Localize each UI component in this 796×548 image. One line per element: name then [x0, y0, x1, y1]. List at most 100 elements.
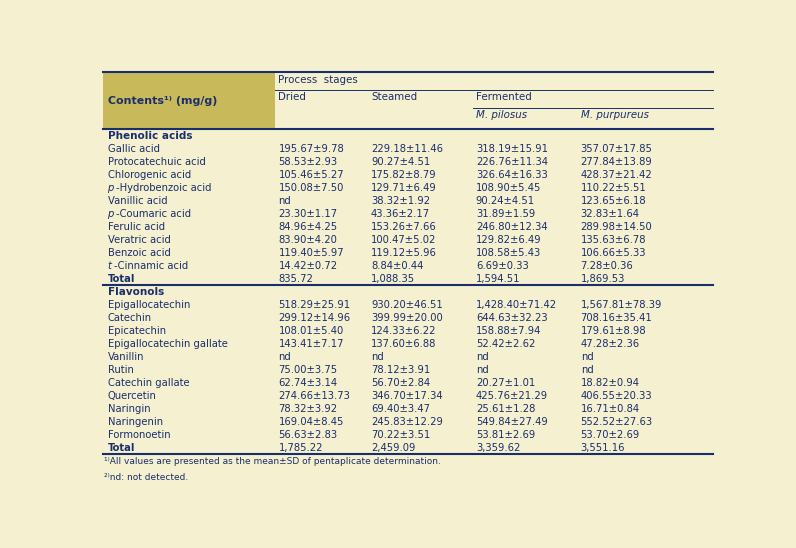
Text: 169.04±8.45: 169.04±8.45 [279, 417, 344, 427]
Text: 56.63±2.83: 56.63±2.83 [279, 430, 338, 440]
Text: 135.63±6.78: 135.63±6.78 [581, 235, 646, 245]
Text: 226.76±11.34: 226.76±11.34 [476, 157, 548, 167]
Text: 105.46±5.27: 105.46±5.27 [279, 170, 344, 180]
Text: 53.70±2.69: 53.70±2.69 [581, 430, 640, 440]
Text: 1,785.22: 1,785.22 [279, 443, 323, 453]
Text: nd: nd [581, 365, 594, 375]
Text: 43.36±2.17: 43.36±2.17 [371, 209, 430, 219]
Text: 158.88±7.94: 158.88±7.94 [476, 326, 541, 336]
Text: M. pilosus: M. pilosus [476, 110, 527, 120]
Text: 70.22±3.51: 70.22±3.51 [371, 430, 430, 440]
Text: 119.12±5.96: 119.12±5.96 [371, 248, 437, 258]
Text: ²⁾nd: not detected.: ²⁾nd: not detected. [104, 473, 189, 482]
Text: Naringin: Naringin [107, 404, 150, 414]
Text: Contents¹⁾ (mg/g): Contents¹⁾ (mg/g) [107, 95, 217, 106]
Text: Steamed: Steamed [371, 92, 417, 102]
Text: 108.58±5.43: 108.58±5.43 [476, 248, 541, 258]
Text: Chlorogenic acid: Chlorogenic acid [107, 170, 191, 180]
Text: M. purpureus: M. purpureus [581, 110, 649, 120]
Text: 14.42±0.72: 14.42±0.72 [279, 261, 338, 271]
Text: Flavonols: Flavonols [107, 287, 164, 297]
Text: 124.33±6.22: 124.33±6.22 [371, 326, 436, 336]
Text: 20.27±1.01: 20.27±1.01 [476, 378, 535, 388]
Text: Process  stages: Process stages [279, 75, 358, 85]
Text: 7.28±0.36: 7.28±0.36 [581, 261, 634, 271]
Text: 175.82±8.79: 175.82±8.79 [371, 170, 436, 180]
Text: Benzoic acid: Benzoic acid [107, 248, 170, 258]
Text: 195.67±9.78: 195.67±9.78 [279, 144, 344, 154]
Text: 90.24±4.51: 90.24±4.51 [476, 196, 535, 206]
Text: 78.12±3.91: 78.12±3.91 [371, 365, 430, 375]
Text: Veratric acid: Veratric acid [107, 235, 170, 245]
Text: 1,428.40±71.42: 1,428.40±71.42 [476, 300, 557, 310]
Text: -Cinnamic acid: -Cinnamic acid [114, 261, 188, 271]
Text: 110.22±5.51: 110.22±5.51 [581, 183, 646, 193]
Text: 552.52±27.63: 552.52±27.63 [581, 417, 653, 427]
Text: nd: nd [476, 352, 489, 362]
Text: 406.55±20.33: 406.55±20.33 [581, 391, 652, 401]
Text: 428.37±21.42: 428.37±21.42 [581, 170, 653, 180]
Text: 1,567.81±78.39: 1,567.81±78.39 [581, 300, 662, 310]
Text: 835.72: 835.72 [279, 274, 314, 284]
Text: 38.32±1.92: 38.32±1.92 [371, 196, 430, 206]
Text: Vanillin: Vanillin [107, 352, 144, 362]
Text: 179.61±8.98: 179.61±8.98 [581, 326, 646, 336]
Text: Quercetin: Quercetin [107, 391, 156, 401]
Text: 3,551.16: 3,551.16 [581, 443, 625, 453]
Text: 56.70±2.84: 56.70±2.84 [371, 378, 430, 388]
Text: 425.76±21.29: 425.76±21.29 [476, 391, 548, 401]
Text: 18.82±0.94: 18.82±0.94 [581, 378, 640, 388]
Text: Rutin: Rutin [107, 365, 134, 375]
Text: Naringenin: Naringenin [107, 417, 162, 427]
Text: Ferulic acid: Ferulic acid [107, 222, 165, 232]
Text: 274.66±13.73: 274.66±13.73 [279, 391, 350, 401]
Text: 106.66±5.33: 106.66±5.33 [581, 248, 646, 258]
Text: Vanillic acid: Vanillic acid [107, 196, 167, 206]
Text: 25.61±1.28: 25.61±1.28 [476, 404, 535, 414]
Text: Total: Total [107, 274, 135, 284]
Text: 346.70±17.34: 346.70±17.34 [371, 391, 443, 401]
Text: 8.84±0.44: 8.84±0.44 [371, 261, 423, 271]
Text: -Coumaric acid: -Coumaric acid [115, 209, 191, 219]
Text: Epigallocatechin gallate: Epigallocatechin gallate [107, 339, 228, 349]
Text: 2,459.09: 2,459.09 [371, 443, 416, 453]
Text: 100.47±5.02: 100.47±5.02 [371, 235, 436, 245]
Text: 1,088.35: 1,088.35 [371, 274, 415, 284]
Text: 32.83±1.64: 32.83±1.64 [581, 209, 640, 219]
Text: 123.65±6.18: 123.65±6.18 [581, 196, 646, 206]
Text: 549.84±27.49: 549.84±27.49 [476, 417, 548, 427]
Text: Gallic acid: Gallic acid [107, 144, 159, 154]
Text: 289.98±14.50: 289.98±14.50 [581, 222, 653, 232]
Text: ¹⁾All values are presented as the mean±SD of pentaplicate determination.: ¹⁾All values are presented as the mean±S… [104, 458, 441, 466]
Text: 644.63±32.23: 644.63±32.23 [476, 313, 548, 323]
Text: t: t [107, 261, 111, 271]
Text: 129.71±6.49: 129.71±6.49 [371, 183, 437, 193]
Text: 1,869.53: 1,869.53 [581, 274, 625, 284]
Text: 31.89±1.59: 31.89±1.59 [476, 209, 535, 219]
Text: 108.01±5.40: 108.01±5.40 [279, 326, 344, 336]
Text: 84.96±4.25: 84.96±4.25 [279, 222, 338, 232]
Text: nd: nd [476, 365, 489, 375]
Text: 150.08±7.50: 150.08±7.50 [279, 183, 344, 193]
Text: 518.29±25.91: 518.29±25.91 [279, 300, 350, 310]
Text: Formonoetin: Formonoetin [107, 430, 170, 440]
Text: 75.00±3.75: 75.00±3.75 [279, 365, 338, 375]
Text: Total: Total [107, 443, 135, 453]
Text: 299.12±14.96: 299.12±14.96 [279, 313, 350, 323]
Text: 277.84±13.89: 277.84±13.89 [581, 157, 653, 167]
Text: -Hydrobenzoic acid: -Hydrobenzoic acid [115, 183, 211, 193]
Text: 1,594.51: 1,594.51 [476, 274, 521, 284]
Text: 143.41±7.17: 143.41±7.17 [279, 339, 344, 349]
Text: 16.71±0.84: 16.71±0.84 [581, 404, 640, 414]
Text: Catechin gallate: Catechin gallate [107, 378, 189, 388]
Text: Dried: Dried [279, 92, 306, 102]
Text: 23.30±1.17: 23.30±1.17 [279, 209, 338, 219]
Text: Fermented: Fermented [476, 92, 532, 102]
Text: Catechin: Catechin [107, 313, 152, 323]
Text: 246.80±12.34: 246.80±12.34 [476, 222, 548, 232]
Text: 229.18±11.46: 229.18±11.46 [371, 144, 443, 154]
Text: 90.27±4.51: 90.27±4.51 [371, 157, 430, 167]
Text: 357.07±17.85: 357.07±17.85 [581, 144, 653, 154]
Text: nd: nd [371, 352, 384, 362]
Text: 108.90±5.45: 108.90±5.45 [476, 183, 541, 193]
